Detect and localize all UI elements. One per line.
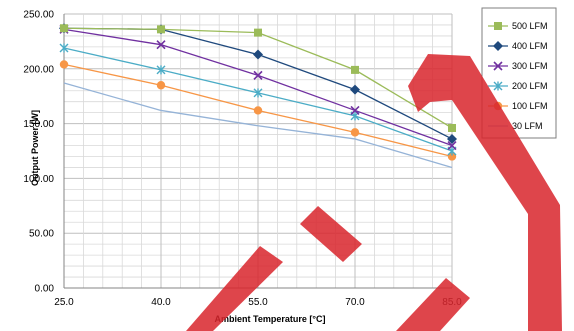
series-30-lfm bbox=[63, 82, 453, 169]
x-tick-label: 40.0 bbox=[151, 297, 171, 308]
data-point bbox=[447, 140, 457, 151]
data-point bbox=[448, 123, 456, 132]
data-point bbox=[350, 128, 360, 137]
series-100-lfm bbox=[59, 60, 457, 161]
data-point bbox=[59, 60, 69, 69]
watermark-stroke bbox=[396, 278, 470, 331]
y-tick-label: 0.00 bbox=[35, 284, 55, 295]
legend-item: 400 LFM bbox=[488, 41, 548, 51]
y-axis-title: Output Power [W] bbox=[30, 110, 40, 186]
marker-stroke bbox=[447, 140, 457, 151]
legend-item: 300 LFM bbox=[488, 61, 548, 71]
x-axis-title: Ambient Temperature [°C] bbox=[215, 314, 326, 324]
legend-label: 500 LFM bbox=[512, 21, 548, 31]
data-point bbox=[253, 49, 263, 60]
legend-marker bbox=[493, 81, 503, 91]
data-point bbox=[59, 43, 69, 53]
data-point bbox=[254, 28, 262, 37]
legend-label: 300 LFM bbox=[512, 61, 548, 71]
marker-stroke bbox=[156, 40, 166, 50]
series-line bbox=[63, 82, 453, 169]
data-point bbox=[157, 25, 165, 34]
legend-label: 400 LFM bbox=[512, 41, 548, 51]
x-tick-label: 55.0 bbox=[248, 297, 268, 308]
y-tick-label: 50.00 bbox=[29, 229, 54, 240]
watermark-logo bbox=[186, 54, 562, 331]
legend-marker bbox=[493, 41, 503, 51]
data-point bbox=[156, 81, 166, 90]
data-point bbox=[253, 106, 263, 115]
marker-stroke bbox=[350, 105, 360, 116]
series-500-lfm bbox=[60, 24, 456, 132]
y-tick-label: 150.00 bbox=[23, 119, 54, 130]
marker-stroke bbox=[493, 61, 503, 71]
data-point bbox=[156, 65, 166, 75]
legend-label: 30 LFM bbox=[512, 121, 543, 131]
watermark-stroke bbox=[186, 246, 283, 331]
y-tick-label: 100.00 bbox=[23, 174, 54, 185]
series-layer bbox=[59, 23, 457, 169]
legend-label: 200 LFM bbox=[512, 81, 548, 91]
x-tick-label: 70.0 bbox=[345, 297, 365, 308]
data-point bbox=[351, 65, 359, 74]
data-point bbox=[253, 70, 263, 80]
y-tick-label: 250.00 bbox=[23, 10, 54, 21]
legend-label: 100 LFM bbox=[512, 101, 548, 111]
marker-stroke bbox=[253, 70, 263, 80]
data-point bbox=[60, 24, 68, 33]
y-tick-label: 200.00 bbox=[23, 64, 54, 75]
legend-marker bbox=[493, 61, 503, 71]
watermark-stroke bbox=[408, 54, 562, 331]
data-point bbox=[447, 152, 457, 161]
watermark-stroke bbox=[300, 206, 362, 262]
legend-item: 500 LFM bbox=[488, 21, 548, 31]
series-300-lfm bbox=[59, 24, 457, 151]
data-point bbox=[350, 105, 360, 116]
legend-marker bbox=[494, 22, 502, 30]
data-point bbox=[350, 84, 360, 95]
legend-item: 200 LFM bbox=[488, 81, 548, 91]
x-tick-label: 25.0 bbox=[54, 297, 74, 308]
data-point bbox=[253, 88, 263, 98]
data-point bbox=[447, 133, 457, 144]
axes bbox=[63, 14, 452, 289]
data-point bbox=[156, 40, 166, 50]
